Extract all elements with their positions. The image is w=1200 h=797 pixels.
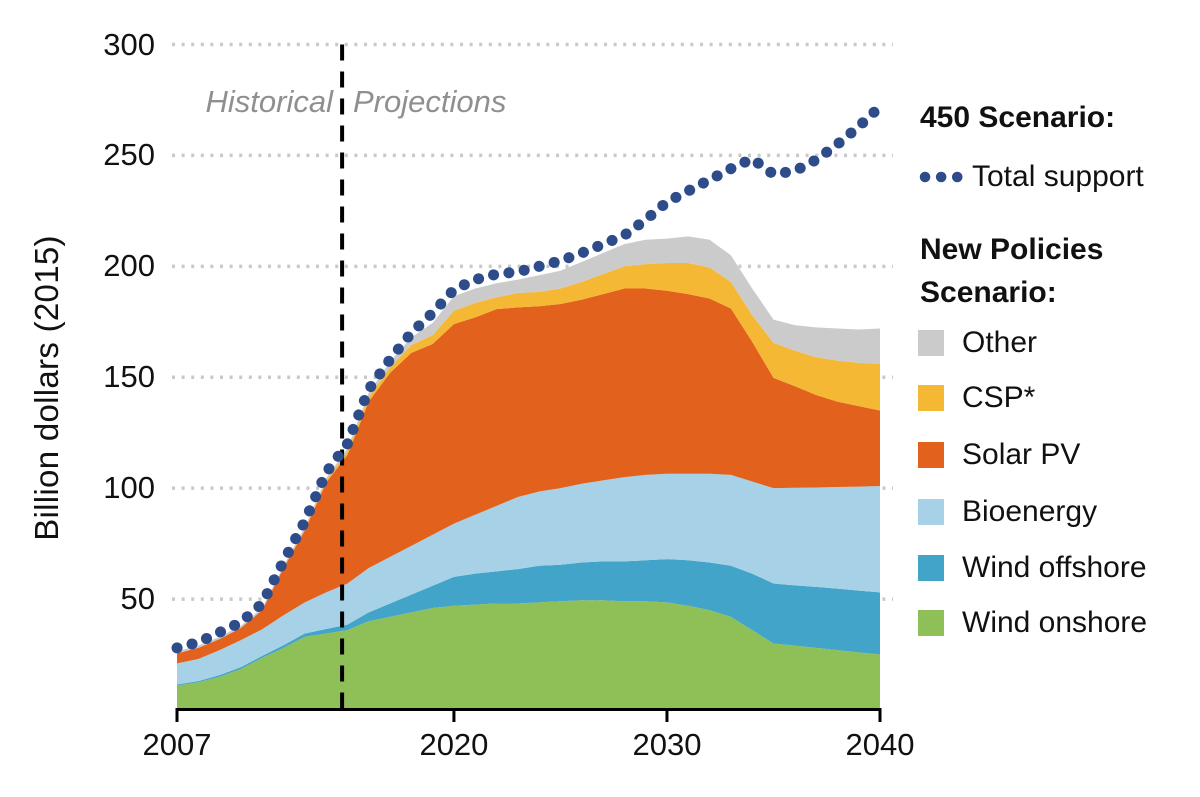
y-tick-label-200: 200: [103, 248, 155, 284]
x-tick-label-2007: 2007: [142, 727, 212, 762]
area-bioenergy: [177, 473, 880, 685]
legend-item-wind-onshore: Wind onshore: [918, 603, 1147, 643]
y-tick-label-150: 150: [103, 359, 155, 395]
y-tick-label-300: 300: [103, 26, 155, 62]
legend-item-solar-pv: Solar PV: [918, 435, 1080, 475]
legend-swatch-wind-onshore: [918, 610, 944, 636]
x-axis: [175, 708, 882, 722]
legend-label: CSP*: [962, 381, 1036, 414]
y-tick-label-100: 100: [103, 470, 155, 506]
legend-label: Solar PV: [962, 438, 1081, 471]
dotted-line-icon: [919, 171, 968, 183]
x-tick-label-2030: 2030: [632, 727, 702, 762]
legend-swatch-bioenergy: [918, 499, 944, 525]
legend-swatch-csp: [918, 385, 944, 411]
x-tick-label-2020: 2020: [419, 727, 489, 762]
legend-label: Wind offshore: [962, 551, 1147, 584]
legend-item-wind-offshore: Wind offshore: [918, 548, 1147, 588]
legend-label: Other: [962, 326, 1038, 359]
legend-item-total-support: Total support: [918, 157, 1144, 197]
area-wind-offshore: [177, 559, 880, 686]
legend-swatch-wind-offshore: [918, 555, 944, 581]
legend-label: Wind onshore: [962, 606, 1148, 639]
legend-swatch-solar-pv: [918, 442, 944, 468]
legend-label: Bioenergy: [962, 495, 1098, 528]
legend-swatch-other: [918, 330, 944, 356]
legend-item-other: Other: [918, 323, 1037, 363]
historical-label: Historical: [205, 84, 333, 119]
y-tick-label-250: 250: [103, 137, 155, 173]
area-solar-pv: [177, 288, 880, 664]
legend-total-support-label: Total support: [972, 160, 1144, 193]
legend-450-scenario-title: 450 Scenario:: [920, 101, 1116, 134]
line-450-scenario-total-support: [171, 101, 886, 654]
area-wind-onshore: [177, 600, 880, 710]
legend-nps-title-line1: New Policies: [920, 233, 1104, 266]
legend-item-bioenergy: Bioenergy: [918, 492, 1097, 532]
y-tick-label-50: 50: [120, 581, 155, 617]
legend-item-csp: CSP*: [918, 378, 1035, 418]
legend-nps-title-line2: Scenario:: [920, 276, 1057, 309]
x-tick-label-2040: 2040: [845, 727, 915, 762]
projections-label: Projections: [353, 84, 507, 119]
